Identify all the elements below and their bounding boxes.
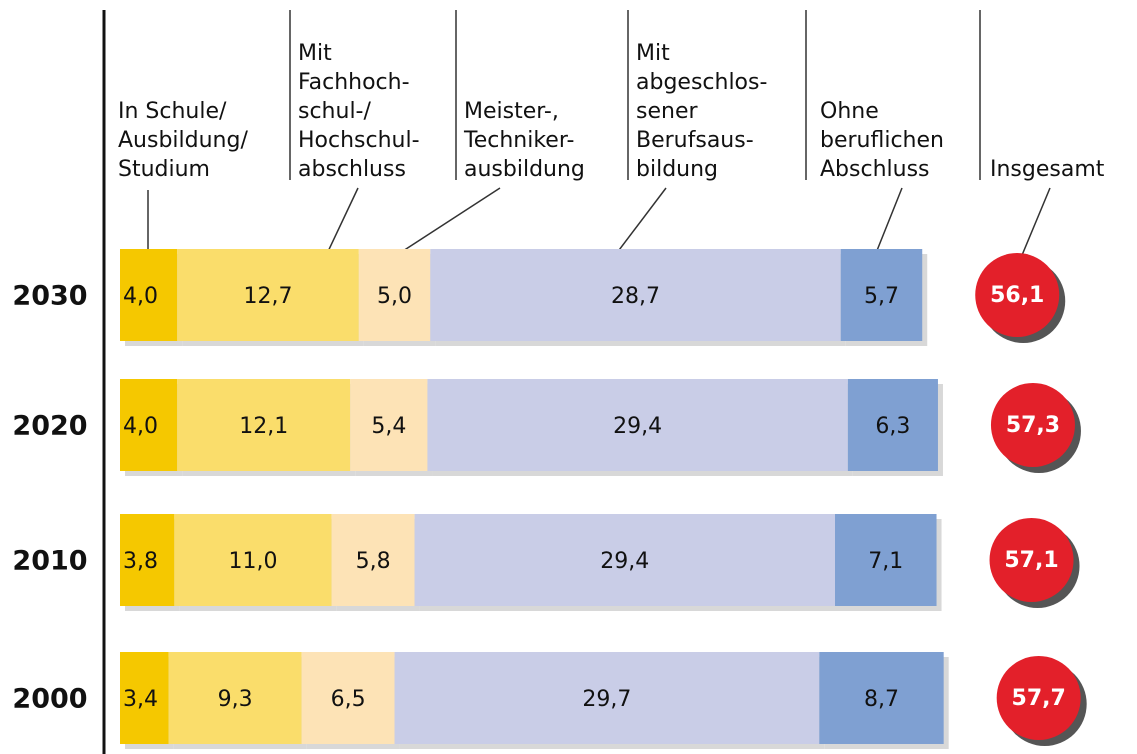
series-label: Ohne beruflichen Abschluss [820,99,944,182]
separators [289,10,981,180]
value-label: 12,1 [239,414,288,439]
value-label: 3,4 [123,687,158,712]
value-label: 29,4 [613,414,662,439]
bar-segment [177,249,359,341]
bar-segment [819,652,944,744]
value-label: 3,8 [123,549,158,574]
series-label: Mit abgeschlos- sener Berufsaus- bildung [636,41,768,182]
value-label: 29,4 [600,549,649,574]
value-label: 9,3 [218,687,253,712]
bar-segment [847,379,938,471]
bar-segment [427,379,848,471]
series-label: Mit Fachhoch- schul-/ Hochschul- abschlu… [298,41,420,182]
bar-segment [174,514,332,606]
series-label: Meister-, Techniker- ausbildung [464,99,585,182]
series-label: In Schule/ Ausbildung/ Studium [118,99,248,182]
value-label: 7,1 [868,549,903,574]
bar-segment [301,652,395,744]
value-label: 8,7 [864,687,899,712]
value-label: 5,0 [377,284,412,309]
value-label: 4,0 [123,414,158,439]
bar-segment [358,249,431,341]
value-label: 4,0 [123,284,158,309]
bar-segment [120,652,169,744]
bar-segment [430,249,841,341]
total-label: 57,1 [1004,548,1058,573]
year-label: 2000 [12,684,87,715]
bar-segment [840,249,923,341]
total-circle [990,383,1075,467]
total-label: 56,1 [990,283,1044,308]
bar-segment [414,514,835,606]
bar-segment [331,514,415,606]
value-label: 6,3 [875,414,910,439]
bar-segment [120,249,178,341]
total-circle [996,656,1081,740]
bar-segment [168,652,302,744]
bar-segment [177,379,351,471]
value-label: 11,0 [228,549,277,574]
total-circle [989,518,1074,602]
value-label: 5,8 [356,549,391,574]
value-label: 6,5 [331,687,366,712]
bar-segment [835,514,937,606]
total-circle [975,253,1060,337]
series-label: Insgesamt [990,157,1105,182]
year-label: 2020 [12,411,87,442]
value-label: 29,7 [582,687,631,712]
value-label: 28,7 [611,284,660,309]
year-label: 2030 [12,281,87,312]
bar-segment [350,379,428,471]
total-label: 57,7 [1012,686,1066,711]
value-label: 12,7 [244,284,293,309]
total-label: 57,3 [1006,413,1060,438]
year-label: 2010 [12,546,87,577]
bar-segment [394,652,820,744]
value-label: 5,7 [864,284,899,309]
bar-segment [120,514,175,606]
bar-segment [120,379,178,471]
value-label: 5,4 [371,414,406,439]
